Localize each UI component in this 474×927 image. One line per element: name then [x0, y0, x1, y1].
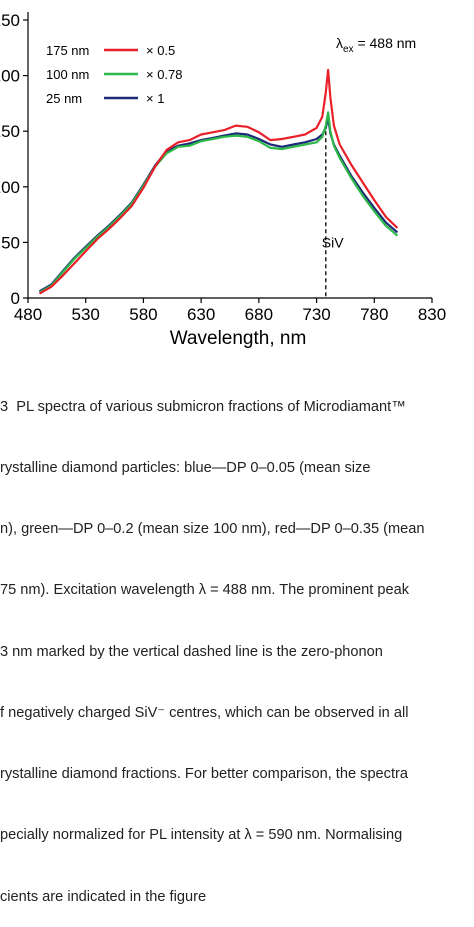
y-tick-label: 50	[1, 233, 20, 252]
x-tick-label: 730	[302, 305, 330, 324]
caption-line: rystalline diamond particles: blue—DP 0–…	[0, 460, 371, 477]
legend-factor-label: × 0.78	[146, 67, 183, 82]
series-line	[38, 111, 399, 294]
series-layer	[38, 68, 399, 295]
x-tick-label: 780	[360, 305, 388, 324]
y-tick-label: 150	[0, 122, 20, 141]
caption-line: 75 nm). Excitation wavelength λ = 488 nm…	[0, 582, 409, 599]
legend-factor-label: × 0.5	[146, 43, 175, 58]
series-line	[38, 116, 399, 293]
x-tick-label: 830	[418, 305, 446, 324]
caption-line: rystalline diamond fractions. For better…	[0, 766, 408, 783]
series-line	[38, 68, 399, 295]
caption-line: pecially normalized for PL intensity at …	[0, 827, 403, 844]
x-tick-label: 630	[187, 305, 215, 324]
axes: 480 530 580 630 680 730 780 830 0 50 100 150 200 250 W…	[0, 11, 446, 349]
caption-line: n), green—DP 0–0.2 (mean size 100 nm), r…	[0, 521, 425, 538]
figure-caption: 3 PL spectra of various submicron fracti…	[0, 356, 470, 927]
annotations: λex = 488 nm SiV	[322, 35, 416, 298]
x-axis-title: Wavelength, nm	[170, 328, 307, 349]
legend-factor-label: × 1	[146, 91, 164, 106]
y-tick-label: 100	[0, 178, 20, 197]
y-tick-label: 0	[11, 289, 20, 308]
legend-series-name: 25 nm	[46, 91, 82, 106]
x-tick-label: 480	[14, 305, 42, 324]
x-tick-label: 680	[245, 305, 273, 324]
x-tick-label: 530	[72, 305, 100, 324]
caption-line: cients are indicated in the figure	[0, 888, 207, 905]
caption-line: f negatively charged SiV⁻ centres, which…	[0, 704, 409, 721]
pl-spectra-chart: 480 530 580 630 680 730 780 830 0 50 100 150 200 250 W…	[0, 11, 446, 349]
caption-line: 3 nm marked by the vertical dashed line …	[0, 643, 383, 660]
excitation-label: λex = 488 nm	[336, 35, 416, 55]
legend-series-name: 175 nm	[46, 43, 89, 58]
caption-line: 3 PL spectra of various submicron fracti…	[0, 398, 406, 415]
y-tick-label: 200	[0, 67, 20, 86]
x-tick-label: 580	[129, 305, 157, 324]
siv-label: SiV	[322, 234, 344, 250]
legend: 175 nm × 0.5 100 nm × 0.78 25 nm × 1	[46, 43, 183, 106]
legend-series-name: 100 nm	[46, 67, 89, 82]
y-tick-label: 250	[0, 11, 20, 30]
